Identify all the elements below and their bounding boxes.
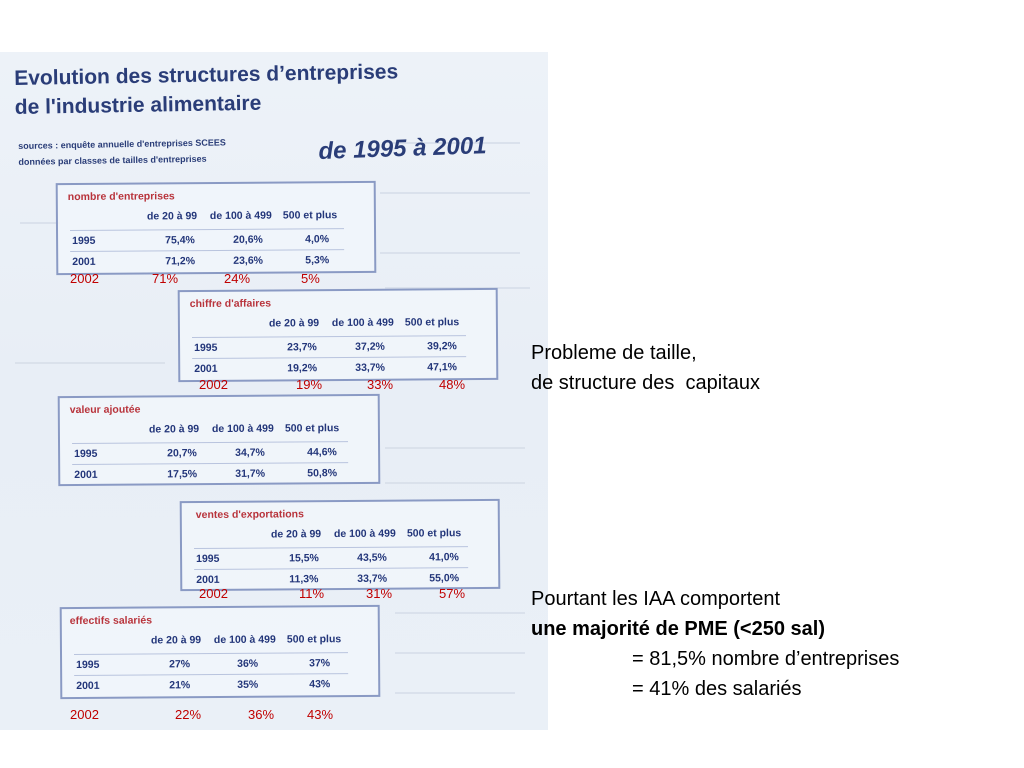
table-valeur-ajoutee: valeur ajoutée de 20 à 99 de 100 à 499 5… [57,393,381,487]
column-header: de 20 à 99 [146,210,198,223]
document-title-line1: Evolution des structures d’entreprises [14,60,399,90]
column-header: de 20 à 99 [150,634,202,647]
cell-value: 17,5% [167,468,198,481]
column-header: de 20 à 99 [268,317,320,330]
cell-value: 44,6% [307,446,337,459]
annotation-year: 2002 [199,586,228,601]
cell-value: 37% [309,657,331,670]
row-year: 1995 [194,341,218,355]
note-problem-line1: Probleme de taille, [531,342,697,364]
cell-value: 75,4% [165,234,195,247]
document-title-line2: de l'industrie alimentaire [14,91,262,119]
annotation-value: 71% [152,271,179,286]
row-year: 2001 [72,255,96,269]
cell-value: 35% [237,678,259,691]
cell-value: 55,0% [429,572,460,585]
note-however-line3: = 81,5% nombre d’entreprises [632,648,900,670]
column-header: 500 et plus [282,209,338,222]
column-header: 500 et plus [404,316,460,329]
row-year: 2001 [196,573,220,587]
row-year: 1995 [72,234,96,248]
column-header: de 20 à 99 [148,423,200,436]
cell-value: 47,1% [427,361,458,374]
cell-value: 15,5% [289,552,319,565]
annotation-value: 31% [366,586,393,601]
note-problem: Probleme de taille, de structure des cap… [531,338,760,398]
table-chiffre-affaires: chiffre d'affaires de 20 à 99 de 100 à 4… [177,287,499,383]
table-title: ventes d'exportations [195,508,304,522]
table-ventes-exportations: ventes d'exportations de 20 à 99 de 100 … [179,498,501,592]
table-title: effectifs salariés [69,614,153,628]
table-nombre-entreprises: nombre d'entreprises de 20 à 99 de 100 à… [55,180,377,276]
annotation-value: 24% [224,271,251,286]
document-period: de 1995 à 2001 [318,132,487,165]
source-line2: données par classes de tailles d'entrepr… [18,153,207,167]
cell-value: 36% [237,657,259,670]
annotation-value: 11% [299,586,325,601]
cell-value: 23,7% [287,341,317,354]
cell-value: 39,2% [427,340,457,353]
column-header: de 100 à 499 [209,209,272,223]
table-title: valeur ajoutée [69,403,141,417]
column-header: de 100 à 499 [211,422,274,436]
annotation-value: 22% [175,707,202,722]
cell-value: 43,5% [357,551,387,564]
table-title: nombre d'entreprises [67,190,175,204]
row-year: 2001 [194,362,218,376]
row-year: 2001 [74,468,98,482]
annotation-value: 43% [307,707,334,722]
cell-value: 19,2% [287,362,318,375]
annotation-year: 2002 [199,377,228,392]
cell-value: 11,3% [289,573,319,586]
column-header: de 20 à 99 [270,528,322,541]
note-however-line2: une majorité de PME (<250 sal) [531,618,825,640]
annotation-value: 48% [439,377,466,392]
note-however-line4: = 41% des salariés [632,678,802,700]
row-year: 1995 [76,658,100,672]
row-year: 1995 [196,552,220,566]
note-problem-line2: de structure des capitaux [531,372,761,394]
row-year: 1995 [74,447,98,461]
annotation-value: 33% [367,377,394,392]
table-title: chiffre d'affaires [189,297,272,311]
column-header: 500 et plus [284,422,340,435]
column-header: de 100 à 499 [213,633,276,647]
cell-value: 71,2% [165,255,196,268]
cell-value: 20,7% [167,447,197,460]
annotation-value: 57% [439,586,466,601]
cell-value: 33,7% [355,361,386,374]
document-source: sources : enquête annuelle d'entreprises… [18,134,226,170]
scanned-document: Evolution des structures d’entreprises d… [0,52,548,730]
cell-value: 41,0% [429,551,459,564]
cell-value: 21% [169,679,191,692]
annotation-value: 19% [296,377,323,392]
cell-value: 50,8% [307,467,338,480]
column-header: 500 et plus [406,527,462,540]
cell-value: 4,0% [305,233,330,246]
annotation-year: 2002 [70,707,99,722]
column-header: de 100 à 499 [331,316,394,330]
cell-value: 33,7% [357,572,388,585]
annotation-value: 5% [301,271,320,286]
cell-value: 27% [169,658,191,671]
cell-value: 31,7% [235,467,266,480]
cell-value: 5,3% [305,254,330,267]
cell-value: 43% [309,678,331,691]
column-header: de 100 à 499 [333,527,396,541]
note-however-line1: Pourtant les IAA comportent [531,588,781,610]
note-however: Pourtant les IAA comportent une majorité… [531,584,899,704]
row-year: 2001 [76,679,100,693]
cell-value: 34,7% [235,446,265,459]
document-title: Evolution des structures d’entreprises d… [14,57,399,122]
table-effectifs-salaries: effectifs salariés de 20 à 99 de 100 à 4… [59,604,381,700]
cell-value: 20,6% [233,233,263,246]
annotation-value: 36% [248,707,275,722]
annotation-year: 2002 [70,271,99,286]
column-header: 500 et plus [286,633,342,646]
cell-value: 23,6% [233,254,264,267]
cell-value: 37,2% [355,340,385,353]
